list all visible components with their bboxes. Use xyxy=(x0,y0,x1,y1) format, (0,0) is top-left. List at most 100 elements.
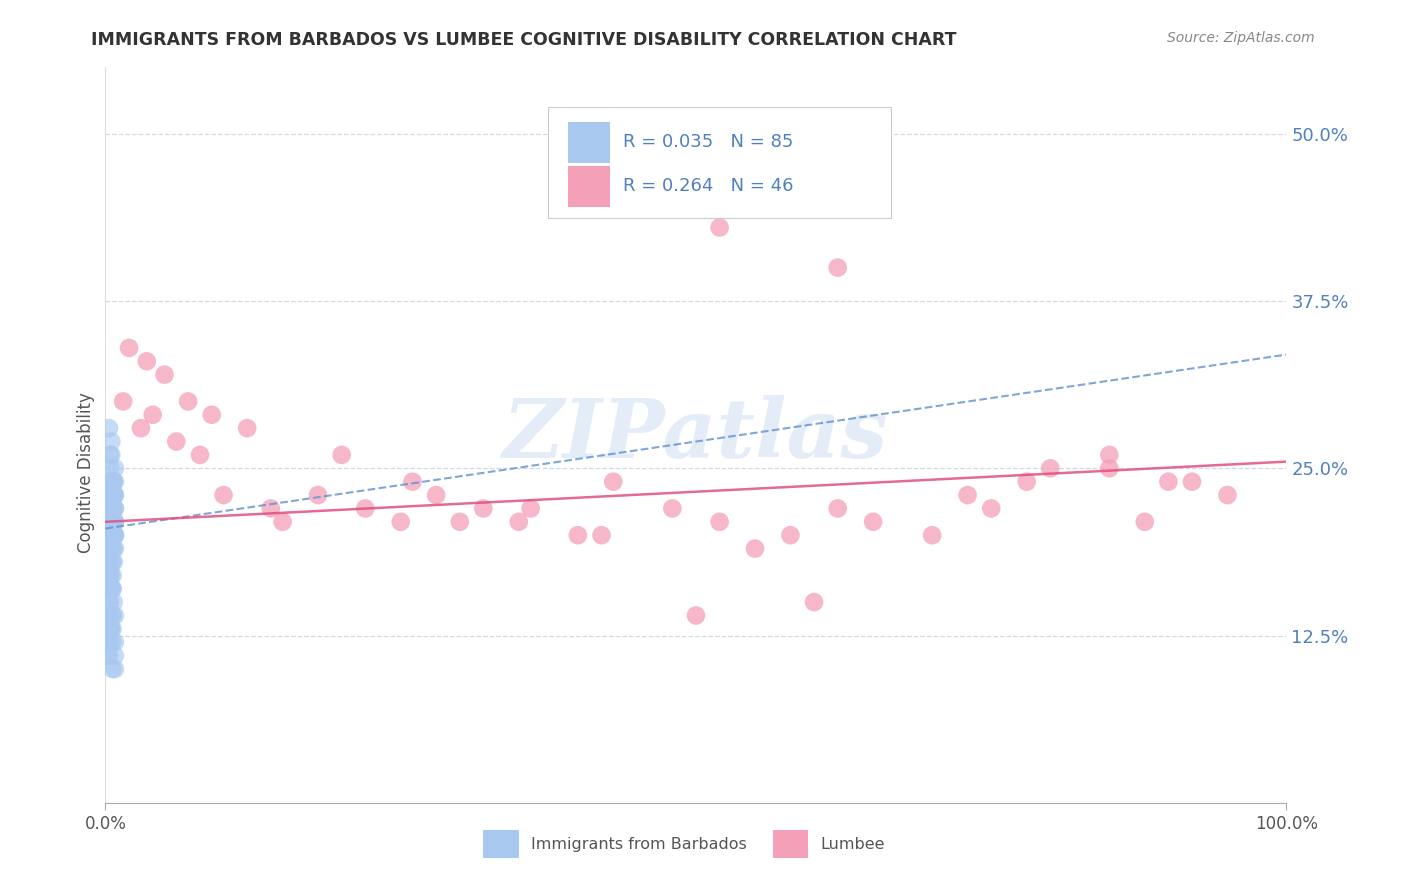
Point xyxy=(97,528,120,542)
Point xyxy=(104,635,127,649)
Point xyxy=(100,582,122,596)
Point xyxy=(98,582,121,596)
Point xyxy=(112,394,135,409)
Point xyxy=(103,475,125,489)
Point xyxy=(98,595,121,609)
Point xyxy=(98,582,121,596)
Point xyxy=(98,541,121,556)
Point xyxy=(104,608,127,623)
FancyBboxPatch shape xyxy=(548,107,891,218)
Point xyxy=(449,515,471,529)
Point xyxy=(661,501,683,516)
Point xyxy=(98,541,121,556)
Point xyxy=(330,448,353,462)
Point xyxy=(1133,515,1156,529)
Point xyxy=(101,622,124,636)
Point xyxy=(101,515,124,529)
Point xyxy=(104,488,127,502)
Point xyxy=(104,648,127,663)
Point xyxy=(98,622,121,636)
Point xyxy=(97,568,120,582)
Point xyxy=(98,501,121,516)
Text: Source: ZipAtlas.com: Source: ZipAtlas.com xyxy=(1167,31,1315,45)
Point xyxy=(100,501,122,516)
Point xyxy=(104,515,127,529)
Point xyxy=(827,260,849,275)
Point xyxy=(236,421,259,435)
Text: ZIPatlas: ZIPatlas xyxy=(503,395,889,475)
Point xyxy=(401,475,423,489)
Point xyxy=(101,608,124,623)
Point xyxy=(1098,461,1121,475)
FancyBboxPatch shape xyxy=(568,166,610,207)
Point xyxy=(104,528,127,542)
Point xyxy=(100,448,122,462)
Point xyxy=(100,622,122,636)
FancyBboxPatch shape xyxy=(568,122,610,162)
Point xyxy=(98,475,121,489)
Point xyxy=(101,475,124,489)
Text: Immigrants from Barbados: Immigrants from Barbados xyxy=(530,837,747,852)
Point xyxy=(519,501,541,516)
Point xyxy=(101,568,124,582)
Point xyxy=(744,541,766,556)
Text: R = 0.264   N = 46: R = 0.264 N = 46 xyxy=(623,178,793,195)
Point xyxy=(921,528,943,542)
Point xyxy=(98,515,121,529)
Point xyxy=(1039,461,1062,475)
Point xyxy=(862,515,884,529)
Point xyxy=(425,488,447,502)
Point xyxy=(103,488,125,502)
Point xyxy=(101,555,124,569)
Point xyxy=(103,595,125,609)
Point xyxy=(104,528,127,542)
Point xyxy=(1216,488,1239,502)
Point xyxy=(803,595,825,609)
Point xyxy=(307,488,329,502)
Point xyxy=(271,515,294,529)
Point xyxy=(956,488,979,502)
Point xyxy=(101,501,124,516)
Point xyxy=(118,341,141,355)
Point xyxy=(177,394,200,409)
Point xyxy=(129,421,152,435)
Point xyxy=(101,488,124,502)
Point xyxy=(98,555,121,569)
FancyBboxPatch shape xyxy=(484,830,519,858)
Point xyxy=(100,528,122,542)
Point xyxy=(97,528,120,542)
Point xyxy=(135,354,157,368)
Point xyxy=(98,608,121,623)
Point xyxy=(98,555,121,569)
Point xyxy=(98,421,121,435)
Point xyxy=(97,541,120,556)
Point xyxy=(100,434,122,449)
Point xyxy=(98,448,121,462)
Point xyxy=(103,475,125,489)
Point xyxy=(104,501,127,516)
Point xyxy=(98,515,121,529)
Point xyxy=(685,608,707,623)
Point xyxy=(98,541,121,556)
Point xyxy=(101,635,124,649)
Point xyxy=(104,501,127,516)
Point xyxy=(104,528,127,542)
Point xyxy=(827,501,849,516)
Point xyxy=(101,501,124,516)
FancyBboxPatch shape xyxy=(773,830,808,858)
Point xyxy=(98,568,121,582)
Point xyxy=(103,555,125,569)
Point xyxy=(201,408,224,422)
Point xyxy=(98,501,121,516)
Point xyxy=(591,528,613,542)
Point xyxy=(153,368,176,382)
Point xyxy=(100,515,122,529)
Point xyxy=(101,528,124,542)
Text: Lumbee: Lumbee xyxy=(820,837,884,852)
Point xyxy=(103,488,125,502)
Point xyxy=(98,635,121,649)
Text: Cognitive Disability: Cognitive Disability xyxy=(77,392,96,553)
Point xyxy=(779,528,801,542)
Point xyxy=(101,582,124,596)
Point xyxy=(602,475,624,489)
